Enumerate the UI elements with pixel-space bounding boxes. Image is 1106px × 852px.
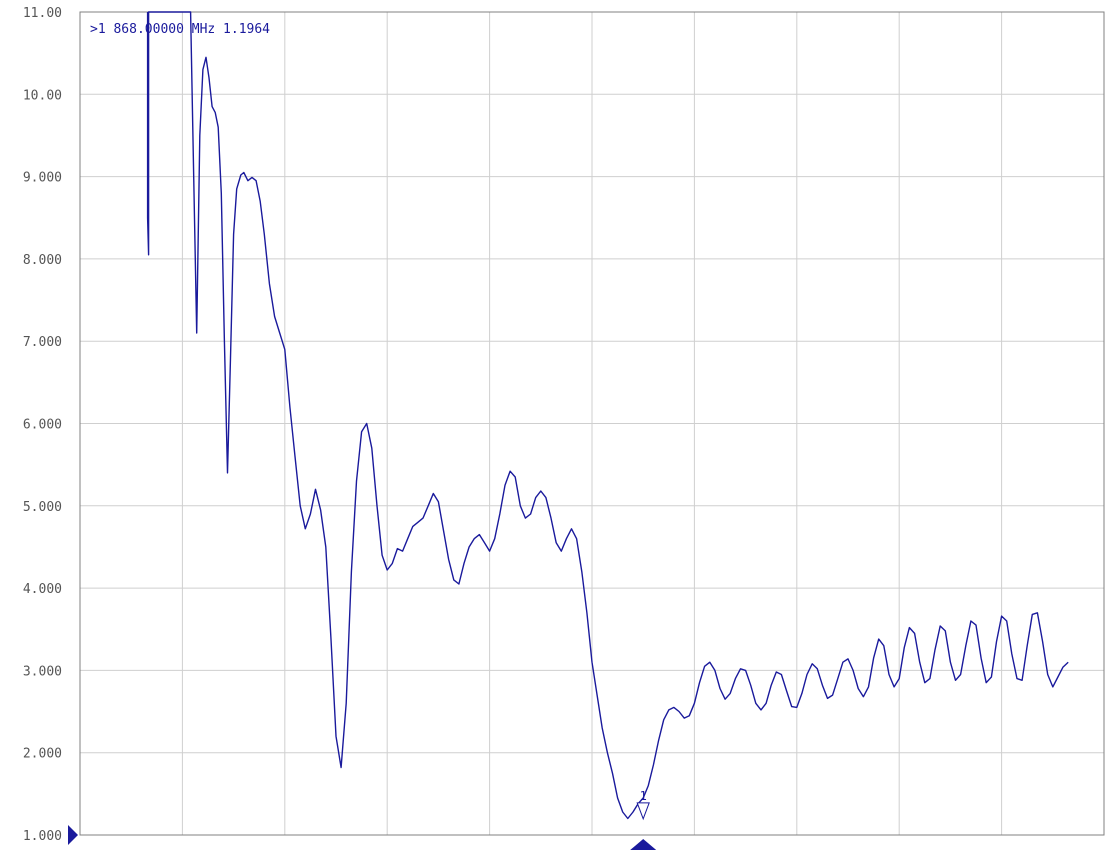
trace-layer <box>146 11 1069 820</box>
reference-level-pointer[interactable] <box>68 825 78 845</box>
marker-1-triangle[interactable] <box>636 802 650 821</box>
y-tick-label: 3.000 <box>23 664 62 679</box>
y-tick-labels: 1.000 2.000 3.000 4.000 5.000 6.000 7.000 8.000… <box>23 6 62 844</box>
y-tick-label: 2.000 <box>23 747 62 762</box>
y-tick-label: 9.000 <box>23 171 62 186</box>
y-tick-label: 6.000 <box>23 418 62 433</box>
grid-lines <box>80 12 1104 835</box>
marker-layer[interactable]: 1 <box>68 789 657 850</box>
y-tick-label: 10.00 <box>23 88 62 103</box>
marker-1-label: 1 <box>640 789 647 803</box>
y-tick-label: 1.000 <box>23 829 62 844</box>
marker-readout: >1 868.00000 MHz 1.1964 <box>90 22 270 37</box>
plot-frame <box>79 11 1105 836</box>
y-tick-label: 4.000 <box>23 582 62 597</box>
plot-border <box>79 11 1105 836</box>
y-tick-label: 7.000 <box>23 335 62 350</box>
trace-line <box>146 11 1069 820</box>
y-tick-label: 5.000 <box>23 500 62 515</box>
y-tick-label: 8.000 <box>23 253 62 268</box>
active-marker-pointer[interactable] <box>630 839 657 850</box>
y-tick-label: 11.00 <box>23 6 62 21</box>
